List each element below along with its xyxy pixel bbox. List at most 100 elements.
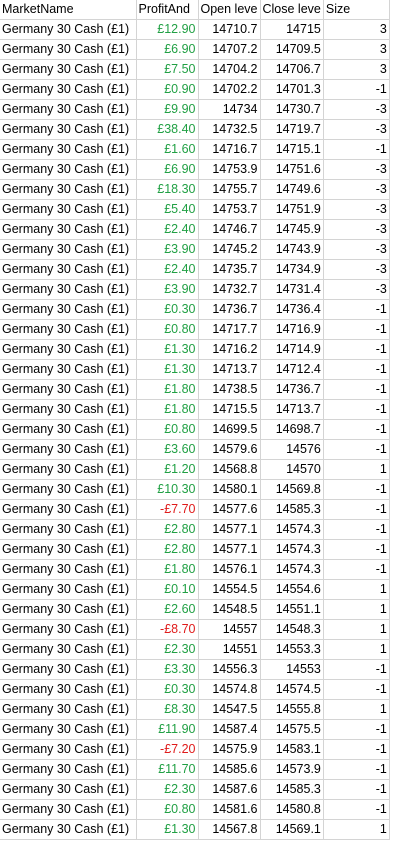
profit-cell[interactable]: £3.90 (136, 239, 199, 260)
profit-cell[interactable]: £2.80 (136, 519, 199, 540)
close-level-cell[interactable]: 14585.3 (260, 779, 324, 800)
profit-cell[interactable]: -£7.20 (136, 739, 199, 760)
header-cell-market-name[interactable]: MarketName (0, 0, 137, 20)
close-level-cell[interactable]: 14713.7 (260, 399, 324, 420)
close-level-cell[interactable]: 14576 (260, 439, 324, 460)
market-name-cell[interactable]: Germany 30 Cash (£1) (0, 639, 137, 660)
market-name-cell[interactable]: Germany 30 Cash (£1) (0, 759, 137, 780)
size-cell[interactable]: -1 (323, 799, 390, 820)
profit-cell[interactable]: £2.40 (136, 219, 199, 240)
market-name-cell[interactable]: Germany 30 Cash (£1) (0, 199, 137, 220)
size-cell[interactable]: 3 (323, 59, 390, 80)
profit-cell[interactable]: £1.80 (136, 399, 199, 420)
size-cell[interactable]: -3 (323, 239, 390, 260)
open-level-cell[interactable]: 14585.6 (198, 759, 261, 780)
market-name-cell[interactable]: Germany 30 Cash (£1) (0, 59, 137, 80)
size-cell[interactable]: -1 (323, 399, 390, 420)
market-name-cell[interactable]: Germany 30 Cash (£1) (0, 359, 137, 380)
size-cell[interactable]: -1 (323, 439, 390, 460)
header-cell-close-level[interactable]: Close leve (260, 0, 324, 20)
market-name-cell[interactable]: Germany 30 Cash (£1) (0, 819, 137, 840)
open-level-cell[interactable]: 14587.4 (198, 719, 261, 740)
profit-cell[interactable]: £7.50 (136, 59, 199, 80)
open-level-cell[interactable]: 14557 (198, 619, 261, 640)
profit-cell[interactable]: £6.90 (136, 39, 199, 60)
close-level-cell[interactable]: 14570 (260, 459, 324, 480)
open-level-cell[interactable]: 14732.7 (198, 279, 261, 300)
open-level-cell[interactable]: 14710.7 (198, 19, 261, 40)
market-name-cell[interactable]: Germany 30 Cash (£1) (0, 259, 137, 280)
profit-cell[interactable]: £0.30 (136, 679, 199, 700)
size-cell[interactable]: -1 (323, 79, 390, 100)
header-cell-open-level[interactable]: Open leve (198, 0, 261, 20)
profit-cell[interactable]: £0.80 (136, 419, 199, 440)
open-level-cell[interactable]: 14736.7 (198, 299, 261, 320)
market-name-cell[interactable]: Germany 30 Cash (£1) (0, 339, 137, 360)
market-name-cell[interactable]: Germany 30 Cash (£1) (0, 539, 137, 560)
profit-cell[interactable]: £1.30 (136, 339, 199, 360)
size-cell[interactable]: -1 (323, 659, 390, 680)
size-cell[interactable]: -1 (323, 739, 390, 760)
profit-cell[interactable]: £3.60 (136, 439, 199, 460)
close-level-cell[interactable]: 14573.9 (260, 759, 324, 780)
size-cell[interactable]: -1 (323, 479, 390, 500)
close-level-cell[interactable]: 14715 (260, 19, 324, 40)
size-cell[interactable]: -3 (323, 259, 390, 280)
close-level-cell[interactable]: 14716.9 (260, 319, 324, 340)
market-name-cell[interactable]: Germany 30 Cash (£1) (0, 799, 137, 820)
market-name-cell[interactable]: Germany 30 Cash (£1) (0, 659, 137, 680)
close-level-cell[interactable]: 14730.7 (260, 99, 324, 120)
open-level-cell[interactable]: 14575.9 (198, 739, 261, 760)
market-name-cell[interactable]: Germany 30 Cash (£1) (0, 579, 137, 600)
size-cell[interactable]: 3 (323, 39, 390, 60)
market-name-cell[interactable]: Germany 30 Cash (£1) (0, 79, 137, 100)
profit-cell[interactable]: £2.30 (136, 639, 199, 660)
size-cell[interactable]: -1 (323, 519, 390, 540)
size-cell[interactable]: -1 (323, 379, 390, 400)
open-level-cell[interactable]: 14699.5 (198, 419, 261, 440)
open-level-cell[interactable]: 14753.9 (198, 159, 261, 180)
open-level-cell[interactable]: 14755.7 (198, 179, 261, 200)
size-cell[interactable]: 1 (323, 699, 390, 720)
market-name-cell[interactable]: Germany 30 Cash (£1) (0, 619, 137, 640)
open-level-cell[interactable]: 14732.5 (198, 119, 261, 140)
size-cell[interactable]: -1 (323, 499, 390, 520)
open-level-cell[interactable]: 14717.7 (198, 319, 261, 340)
profit-cell[interactable]: £1.30 (136, 819, 199, 840)
open-level-cell[interactable]: 14579.6 (198, 439, 261, 460)
size-cell[interactable]: -3 (323, 179, 390, 200)
open-level-cell[interactable]: 14735.7 (198, 259, 261, 280)
market-name-cell[interactable]: Germany 30 Cash (£1) (0, 779, 137, 800)
market-name-cell[interactable]: Germany 30 Cash (£1) (0, 459, 137, 480)
size-cell[interactable]: -3 (323, 99, 390, 120)
size-cell[interactable]: -1 (323, 419, 390, 440)
close-level-cell[interactable]: 14574.3 (260, 559, 324, 580)
market-name-cell[interactable]: Germany 30 Cash (£1) (0, 719, 137, 740)
close-level-cell[interactable]: 14555.8 (260, 699, 324, 720)
market-name-cell[interactable]: Germany 30 Cash (£1) (0, 219, 137, 240)
market-name-cell[interactable]: Germany 30 Cash (£1) (0, 499, 137, 520)
profit-cell[interactable]: £3.90 (136, 279, 199, 300)
market-name-cell[interactable]: Germany 30 Cash (£1) (0, 559, 137, 580)
profit-cell[interactable]: £11.90 (136, 719, 199, 740)
market-name-cell[interactable]: Germany 30 Cash (£1) (0, 119, 137, 140)
close-level-cell[interactable]: 14734.9 (260, 259, 324, 280)
market-name-cell[interactable]: Germany 30 Cash (£1) (0, 279, 137, 300)
profit-cell[interactable]: £1.30 (136, 359, 199, 380)
profit-cell[interactable]: -£7.70 (136, 499, 199, 520)
market-name-cell[interactable]: Germany 30 Cash (£1) (0, 399, 137, 420)
size-cell[interactable]: -3 (323, 159, 390, 180)
size-cell[interactable]: -3 (323, 279, 390, 300)
profit-cell[interactable]: -£8.70 (136, 619, 199, 640)
profit-cell[interactable]: £1.80 (136, 379, 199, 400)
close-level-cell[interactable]: 14548.3 (260, 619, 324, 640)
profit-cell[interactable]: £0.90 (136, 79, 199, 100)
open-level-cell[interactable]: 14746.7 (198, 219, 261, 240)
close-level-cell[interactable]: 14574.3 (260, 539, 324, 560)
open-level-cell[interactable]: 14580.1 (198, 479, 261, 500)
open-level-cell[interactable]: 14554.5 (198, 579, 261, 600)
size-cell[interactable]: -1 (323, 319, 390, 340)
close-level-cell[interactable]: 14743.9 (260, 239, 324, 260)
open-level-cell[interactable]: 14753.7 (198, 199, 261, 220)
market-name-cell[interactable]: Germany 30 Cash (£1) (0, 479, 137, 500)
